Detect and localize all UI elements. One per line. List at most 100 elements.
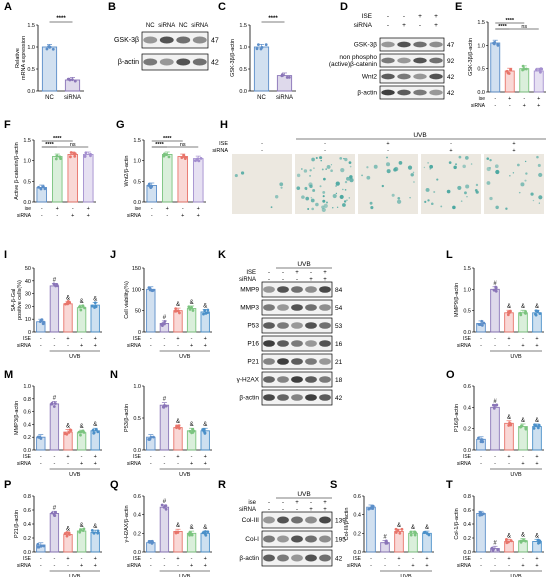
sig-label: **** [45, 142, 54, 148]
stain-spot [429, 164, 433, 169]
chart-A: 0.0 0.5 1.0 1.5 Relative mRNA expression NC siR… [15, 16, 84, 101]
band [277, 394, 289, 401]
sig-amp: & [66, 295, 70, 301]
sign: + [190, 461, 193, 467]
band [291, 376, 303, 383]
sign: + [507, 454, 510, 460]
sig-label: **** [505, 18, 514, 24]
sign: - [151, 213, 153, 219]
data-point [79, 433, 82, 437]
data-point [492, 406, 496, 410]
stain-spot [325, 201, 328, 204]
data-point [182, 154, 186, 157]
stain-spot [440, 205, 443, 208]
sign: - [150, 461, 152, 467]
y-tick-label: 10 [25, 317, 31, 323]
sign: - [508, 563, 510, 569]
stain-spot [312, 188, 316, 192]
bar [49, 513, 60, 553]
y-axis-title: Col-III/β-actin [344, 508, 350, 541]
sign: - [494, 96, 496, 102]
stain-spot [429, 168, 431, 170]
data-point [490, 546, 494, 550]
y-tick-label: 150 [132, 266, 141, 272]
stain-spot [524, 160, 527, 163]
data-point [90, 528, 94, 532]
stain-spot [326, 164, 331, 169]
sign: + [323, 500, 327, 506]
panel-letter-T: T [446, 479, 453, 491]
sign: - [81, 454, 83, 460]
data-point [203, 308, 207, 312]
y-axis-title: Col-1/β-actin [454, 508, 460, 539]
panel-letter-F: F [4, 119, 11, 131]
data-point [260, 46, 264, 49]
sign: - [177, 563, 179, 569]
sig-amp: & [66, 424, 70, 430]
data-point [371, 507, 375, 510]
data-point [521, 68, 524, 72]
sign: - [40, 454, 42, 460]
sign: - [163, 343, 165, 349]
band-label: β-actin [357, 90, 377, 97]
sig-amp: & [93, 297, 97, 303]
stain-spot [489, 158, 492, 162]
data-point [39, 187, 43, 191]
bar [408, 532, 418, 553]
stain-spot [343, 200, 347, 203]
data-point [538, 68, 542, 72]
row-label: siRNA [212, 148, 228, 154]
sign: + [181, 213, 184, 219]
data-point [196, 157, 199, 161]
sign: - [412, 556, 414, 562]
band-label: GSK-3β [354, 42, 378, 49]
stain-spot [322, 199, 326, 203]
sign: - [268, 270, 270, 276]
y-tick-label: 1.0 [27, 45, 35, 51]
data-point [42, 544, 46, 548]
sign: - [310, 500, 312, 506]
sign: + [94, 563, 97, 569]
stain-spot [427, 199, 430, 202]
data-point [95, 428, 98, 432]
y-tick-label: 0.6 [23, 508, 31, 514]
bar [63, 303, 73, 333]
y-tick-label: 1.5 [133, 138, 141, 144]
data-point [534, 313, 538, 317]
micrograph [484, 154, 544, 214]
data-point [371, 504, 375, 508]
western-blot-K: MMP9 84 MMP3 54 P53 53 P16 16 P21 21 γ-H2AX 18 β-act… [237, 261, 343, 406]
kda-label: 42 [447, 74, 455, 81]
data-point [40, 318, 44, 322]
stain-spot [427, 162, 430, 164]
stain-spot [344, 188, 347, 191]
bar [173, 531, 183, 553]
bar [76, 307, 87, 333]
row-label: ISE [463, 556, 472, 562]
kda-label: 47 [211, 38, 219, 45]
stain-spot [361, 174, 363, 177]
sig-hash: # [53, 505, 57, 511]
data-point [398, 531, 402, 535]
y-axis-title: P21/β-actin [14, 510, 20, 538]
data-point [509, 539, 513, 543]
sig-amp: & [425, 525, 429, 531]
band [277, 376, 289, 383]
sign: - [151, 206, 153, 212]
uvb-label: UVB [510, 574, 522, 577]
bar [394, 531, 404, 553]
data-point [91, 428, 95, 432]
band [291, 516, 303, 524]
band [397, 73, 411, 80]
data-point [162, 505, 166, 509]
sign: + [323, 507, 327, 513]
stain-spot [240, 171, 245, 175]
stain-spot [315, 156, 318, 160]
sign: + [176, 556, 179, 562]
bar [41, 46, 58, 92]
data-point [68, 533, 71, 536]
sign: - [53, 563, 55, 569]
